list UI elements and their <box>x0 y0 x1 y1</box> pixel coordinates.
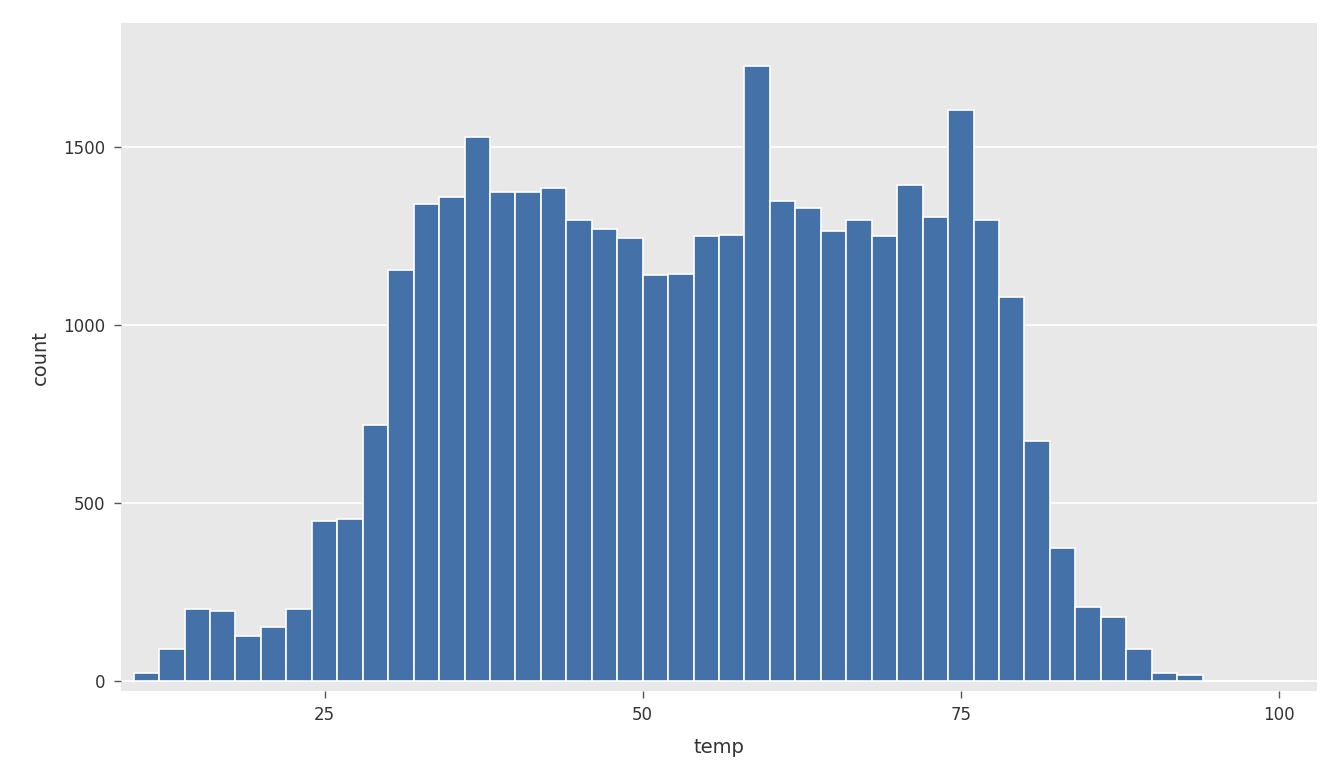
Bar <box>694 237 719 680</box>
Bar <box>847 220 872 680</box>
Bar <box>973 220 999 680</box>
Bar <box>872 237 898 680</box>
Bar <box>1050 548 1075 680</box>
Bar <box>312 521 337 680</box>
Bar <box>1152 674 1177 680</box>
Bar <box>1075 607 1101 680</box>
Bar <box>1126 649 1152 680</box>
Bar <box>719 234 745 680</box>
Bar <box>948 110 973 680</box>
Bar <box>516 192 540 680</box>
Bar <box>999 296 1024 680</box>
Bar <box>1024 441 1050 680</box>
Bar <box>133 673 159 680</box>
Bar <box>337 519 363 680</box>
Bar <box>363 425 388 680</box>
Bar <box>642 276 668 680</box>
Bar <box>1101 617 1126 680</box>
Bar <box>566 220 591 680</box>
Bar <box>235 636 261 680</box>
Bar <box>388 270 414 680</box>
Bar <box>210 611 235 680</box>
Bar <box>821 231 847 680</box>
Bar <box>286 610 312 680</box>
Bar <box>745 66 770 680</box>
Bar <box>261 627 286 680</box>
Bar <box>414 204 439 680</box>
Bar <box>770 200 796 680</box>
Bar <box>1177 675 1203 680</box>
Bar <box>491 192 516 680</box>
Bar <box>159 648 184 680</box>
Bar <box>796 208 821 680</box>
Bar <box>898 185 922 680</box>
Bar <box>184 610 210 680</box>
Bar <box>439 197 465 680</box>
Bar <box>617 238 642 680</box>
Bar <box>668 273 694 680</box>
X-axis label: temp: temp <box>694 738 745 757</box>
Bar <box>591 229 617 680</box>
Bar <box>540 188 566 680</box>
Bar <box>465 137 491 680</box>
Bar <box>922 217 948 680</box>
Y-axis label: count: count <box>31 329 50 385</box>
